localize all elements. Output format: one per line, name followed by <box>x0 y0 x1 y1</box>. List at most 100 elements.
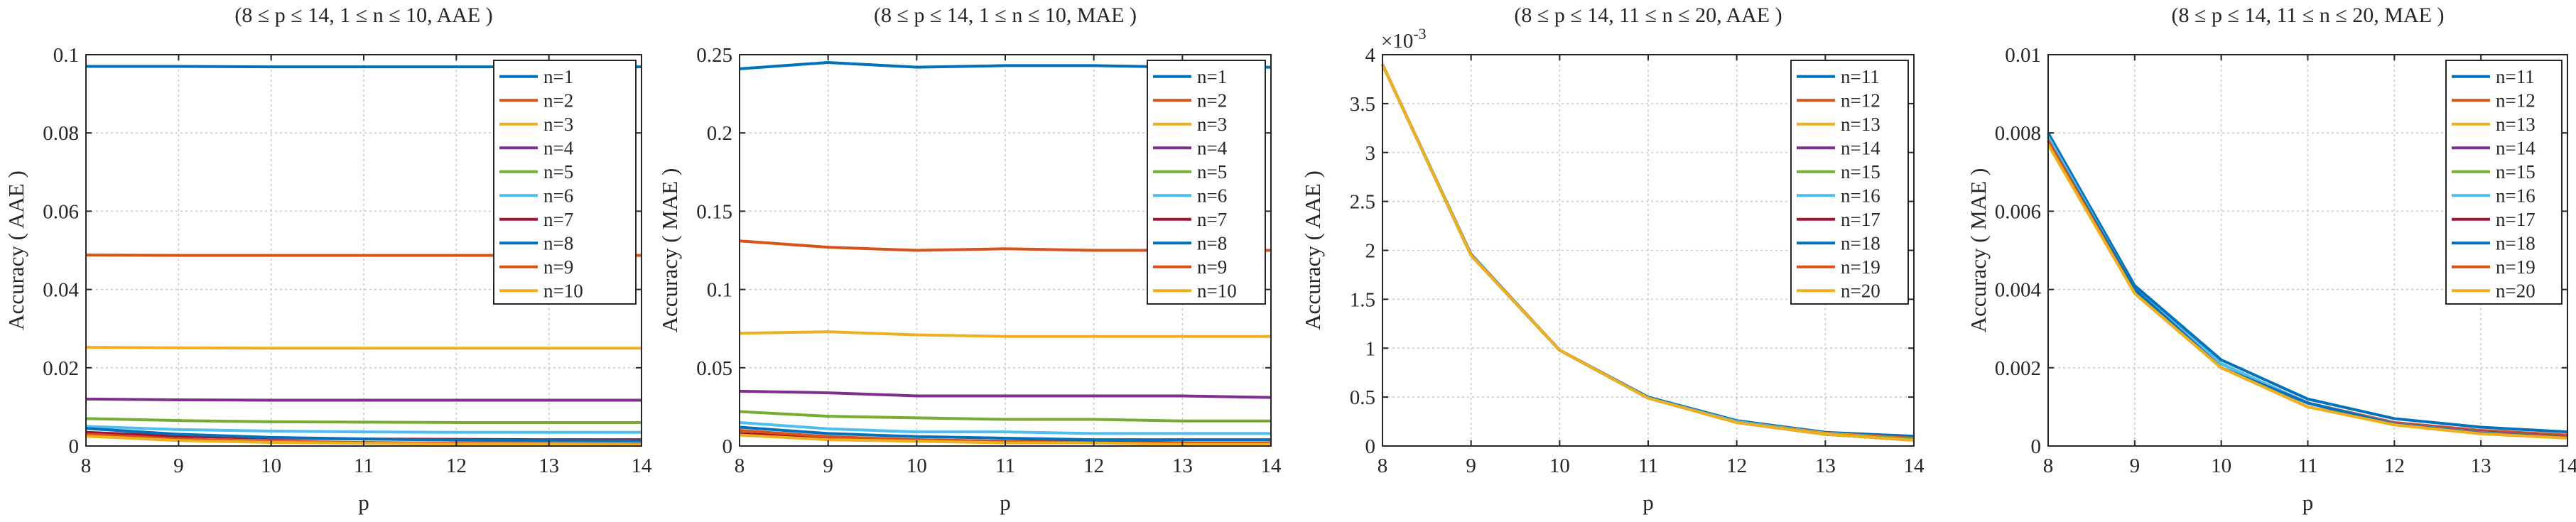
x-tick-label: 10 <box>261 455 281 477</box>
series-line-n=11 <box>2047 132 2568 434</box>
x-tick-label: 11 <box>1638 455 1658 477</box>
chart-title: (8 ≤ p ≤ 14, 1 ≤ n ≤ 10, AAE ) <box>234 4 492 27</box>
legend-label: n=18 <box>2496 232 2536 254</box>
series-line-n=5 <box>85 417 642 424</box>
legend-label: n=3 <box>1197 114 1227 135</box>
y-tick-label: 0 <box>69 435 80 458</box>
y-tick-label: 2.5 <box>1350 191 1375 214</box>
x-tick-label: 12 <box>1726 455 1747 477</box>
legend-label: n=20 <box>1841 280 1880 301</box>
x-tick-label: 11 <box>354 455 374 477</box>
x-tick-label: 9 <box>1466 455 1476 477</box>
y-tick-label: 0.15 <box>696 200 732 223</box>
legend-label: n=12 <box>1841 89 1880 111</box>
y-axis-label: Accuracy ( MAE ) <box>657 168 682 333</box>
x-tick-label: 9 <box>173 455 184 477</box>
y-tick-label: 0 <box>723 435 733 458</box>
x-tick-label: 11 <box>2298 455 2318 477</box>
chart-title: (8 ≤ p ≤ 14, 11 ≤ n ≤ 20, AAE ) <box>1514 4 1782 27</box>
legend-label: n=5 <box>1197 161 1227 183</box>
y-tick-label: 0.5 <box>1350 386 1375 409</box>
x-tick-label: 12 <box>1083 455 1104 477</box>
x-tick-label: 14 <box>1904 455 1925 477</box>
y-tick-label: 0 <box>1365 435 1376 458</box>
legend-label: n=15 <box>2496 161 2536 183</box>
legend-label: n=17 <box>1841 209 1880 230</box>
legend: n=11n=12 n=13n=14 n=15n=16 n=17n=18n=19n=20 <box>2445 60 2563 305</box>
legend-label: n=19 <box>2496 256 2536 278</box>
x-tick-label: 10 <box>1549 455 1570 477</box>
x-axis-label: p <box>1643 490 1654 515</box>
x-tick-label: 13 <box>1815 455 1836 477</box>
y-tick-label: 0.25 <box>696 44 732 67</box>
legend-label: n=2 <box>1197 89 1227 111</box>
legend-label: n=8 <box>543 232 573 254</box>
y-tick-label: 0.1 <box>53 44 79 67</box>
legend-label: n=11 <box>1841 66 1880 87</box>
y-tick-label: 0.2 <box>707 122 732 145</box>
x-tick-label: 13 <box>539 455 559 477</box>
chart-panel-2: 8 9 10 11 12 13 14 0 0.05 0.1 0.15 0.2 0.25 (8 ≤ p ≤ … <box>657 4 1282 515</box>
y-tick-label: 0.06 <box>43 200 79 223</box>
x-tick-label: 11 <box>995 455 1015 477</box>
x-tick-label: 8 <box>1378 455 1388 477</box>
y-tick-label: 0.002 <box>1995 357 2041 380</box>
series-line-n=6 <box>739 420 1271 435</box>
series-line-n=8 <box>739 425 1271 442</box>
x-tick-label: 12 <box>446 455 467 477</box>
legend-label: n=4 <box>1197 137 1228 158</box>
x-tick-label: 14 <box>632 455 653 477</box>
x-tick-label: 8 <box>735 455 745 477</box>
y-tick-label: 0.006 <box>1995 200 2041 223</box>
x-axis-label: p <box>358 490 369 515</box>
legend-label: n=13 <box>2496 114 2536 135</box>
legend-label: n=13 <box>1841 114 1880 135</box>
legend-label: n=17 <box>2496 209 2536 230</box>
x-tick-label: 8 <box>81 455 92 477</box>
series-line-n=5 <box>739 410 1271 423</box>
y-tick-label: 0.008 <box>1995 122 2041 145</box>
legend-label: n=2 <box>543 89 573 111</box>
y-axis-label: Accuracy ( AAE ) <box>4 170 28 330</box>
x-tick-label: 8 <box>2043 455 2054 477</box>
x-tick-label: 9 <box>823 455 833 477</box>
x-tick-label: 13 <box>1172 455 1193 477</box>
y-tick-label: 3.5 <box>1350 93 1375 116</box>
legend-label: n=14 <box>2496 137 2536 158</box>
chart-panel-3: 8 9 10 11 12 13 14 0 0.5 1 1.5 2 2.5 3 3.5 4×10-3 (8 ≤ p… <box>1300 4 1925 515</box>
legend-label: n=10 <box>543 280 583 301</box>
chart-panel-4: 8 9 10 11 12 13 14 0 0.002 0.004 0.006 0.008 0.01 (8 … <box>1966 4 2576 515</box>
y-axis-label: Accuracy ( MAE ) <box>1966 168 1991 333</box>
legend-label: n=9 <box>1197 256 1227 278</box>
legend-label: n=4 <box>543 137 574 158</box>
y-tick-label: 0.05 <box>696 357 732 380</box>
y-tick-label: 0.02 <box>43 357 79 380</box>
legend-label: n=6 <box>543 185 573 206</box>
series-line-n=20 <box>2047 143 2568 440</box>
y-tick-label: 4 <box>1365 44 1376 67</box>
legend-label: n=7 <box>543 209 573 230</box>
legend-label: n=16 <box>1841 185 1880 206</box>
y-tick-label: 1.5 <box>1350 288 1375 311</box>
legend-label: n=18 <box>1841 232 1880 254</box>
series-line-n=4 <box>739 389 1272 399</box>
y-tick-label: 0.1 <box>707 279 732 302</box>
chart-panel-1: 8 9 10 11 12 13 14 0 0.02 0.04 0.06 0.08 0.1 (8 ≤ p ≤… <box>4 4 652 515</box>
y-tick-label: 0.04 <box>43 279 79 302</box>
x-axis-label: p <box>2302 490 2314 515</box>
series-line-n=20 <box>1381 63 1915 442</box>
legend-label: n=1 <box>1197 66 1227 87</box>
legend-label: n=10 <box>1197 280 1237 301</box>
y-axis-exponent: ×10-3 <box>1381 25 1427 53</box>
x-tick-label: 12 <box>2384 455 2405 477</box>
legend: n=1n=2 n=3n=4 n=5n=6 n=7n=8n=9n=10 <box>1147 60 1266 305</box>
x-tick-label: 10 <box>907 455 927 477</box>
legend-label: n=6 <box>1197 185 1227 206</box>
y-axis-label: Accuracy ( AAE ) <box>1300 170 1325 330</box>
chart-title: (8 ≤ p ≤ 14, 11 ≤ n ≤ 20, MAE ) <box>2172 4 2445 27</box>
y-axis-exponent-power: -3 <box>1413 25 1426 43</box>
legend-label: n=9 <box>543 256 573 278</box>
legend-label: n=5 <box>543 161 573 183</box>
x-tick-label: 13 <box>2471 455 2491 477</box>
legend-label: n=7 <box>1197 209 1227 230</box>
